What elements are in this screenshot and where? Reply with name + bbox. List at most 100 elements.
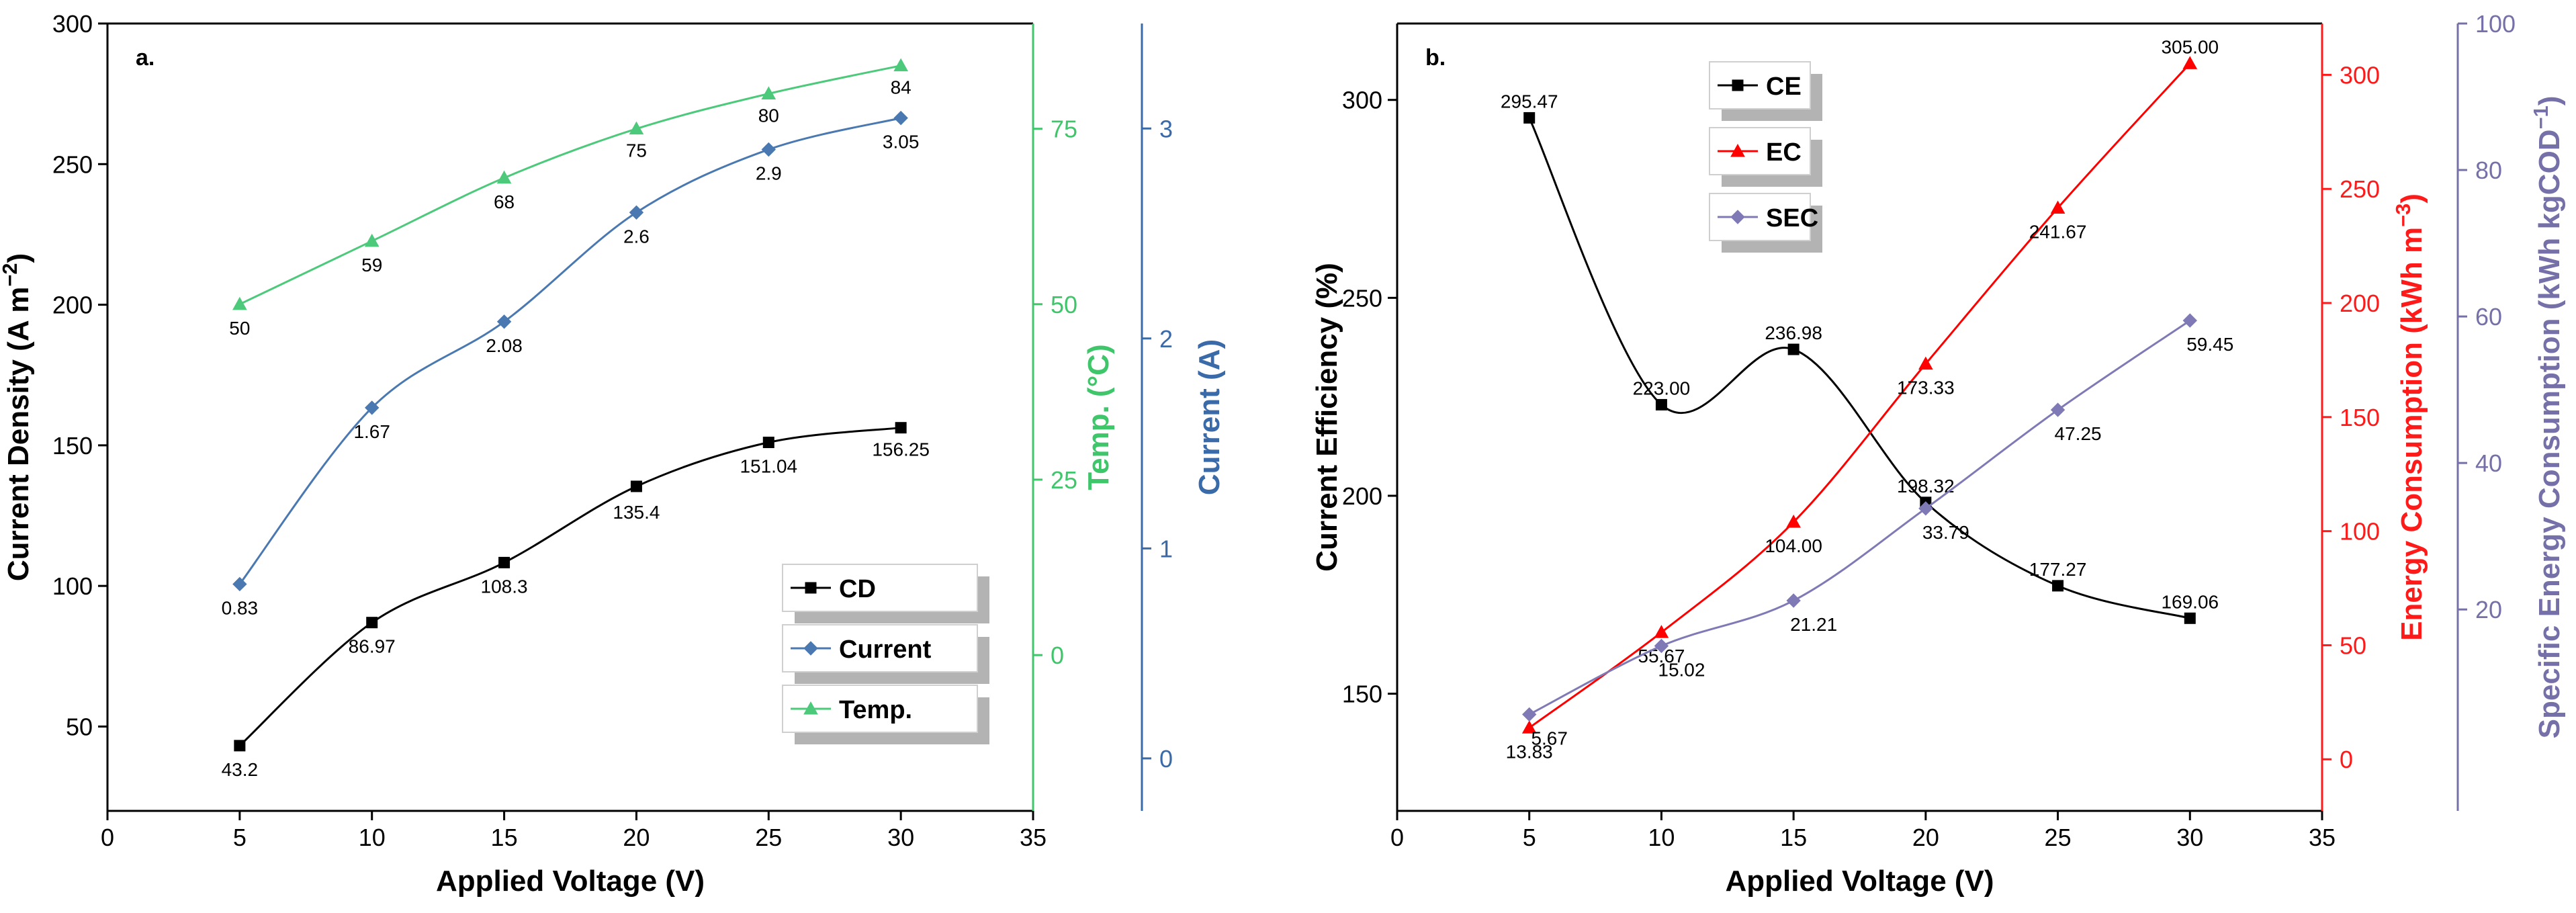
y-left-tick-label: 300 [52, 10, 93, 38]
data-point [1522, 707, 1537, 722]
data-point [630, 480, 642, 492]
right2-axis-title: Specific Energy Consumption (kWh kgCOD−1… [2529, 96, 2567, 739]
right2-tick-label: 20 [2475, 596, 2502, 623]
data-label: 75 [626, 140, 647, 161]
x-tick-label: 10 [1648, 824, 1675, 851]
legend-marker [803, 641, 818, 656]
data-point [232, 296, 247, 310]
data-label: 80 [758, 105, 779, 126]
y-left-tick-label: 250 [1342, 284, 1382, 312]
right1-axis-title: Temp. (°C) [1082, 344, 1115, 490]
data-label: 169.06 [2161, 591, 2219, 612]
series-line [239, 64, 901, 306]
right2-tick-label: 100 [2475, 10, 2516, 38]
x-tick-label: 25 [755, 824, 782, 851]
right2-tick-label: 0 [1159, 745, 1173, 773]
panel-label: a. [136, 45, 154, 71]
data-point [893, 58, 908, 72]
right1-tick-label: 75 [1051, 116, 1077, 143]
x-axis-title: Applied Voltage (V) [436, 865, 705, 898]
data-label: 156.25 [872, 439, 930, 460]
data-label: 108.3 [481, 576, 528, 597]
data-label: 3.05 [883, 132, 920, 153]
data-point [1523, 112, 1536, 124]
y-left-tick-label: 150 [1342, 681, 1382, 708]
right1-tick-label: 0 [1051, 642, 1064, 669]
data-label: 2.9 [756, 163, 782, 184]
legend-marker [1732, 79, 1744, 91]
data-label: 236.98 [1765, 322, 1822, 343]
data-point [1787, 343, 1800, 355]
data-point [365, 400, 380, 415]
data-point [895, 422, 907, 434]
data-label: 2.6 [623, 226, 650, 247]
data-point [496, 170, 512, 184]
data-label: 305.00 [2161, 36, 2219, 57]
data-label: 15.02 [1658, 659, 1705, 680]
data-label: 13.83 [1506, 741, 1553, 762]
x-tick-label: 30 [887, 824, 914, 851]
data-point [1918, 356, 1933, 370]
data-label: 223.00 [1633, 378, 1691, 398]
data-point [1786, 515, 1801, 528]
x-tick-label: 0 [101, 824, 114, 851]
data-label: 86.97 [349, 636, 396, 657]
data-point [1521, 720, 1537, 734]
right1-tick-label: 150 [2340, 404, 2380, 431]
data-label: 47.25 [2055, 423, 2102, 444]
legend-marker [1730, 143, 1745, 157]
data-point [498, 556, 510, 568]
data-label: 21.21 [1790, 614, 1837, 635]
y-left-axis-title: Current Density (A m−2) [0, 253, 35, 581]
data-label: 33.79 [1922, 522, 1969, 543]
data-point [762, 437, 774, 449]
legend-label: CD [839, 575, 876, 603]
series-line [1529, 319, 2191, 715]
data-label: 59.45 [2186, 334, 2233, 355]
data-label: 135.4 [613, 502, 660, 523]
right2-tick-label: 60 [2475, 303, 2502, 331]
legend-label: Temp. [839, 696, 912, 724]
x-tick-label: 25 [2045, 824, 2072, 851]
series-line [238, 427, 901, 746]
series-line [238, 117, 901, 585]
series-line [1528, 117, 2190, 619]
series-current: 0.83 1.67 2.08 2.6 2.9 3.05 [222, 110, 920, 618]
data-point [366, 617, 378, 629]
data-point [364, 233, 380, 247]
y-left-tick-label: 50 [66, 713, 93, 740]
data-point [761, 86, 776, 99]
x-tick-label: 20 [623, 824, 650, 851]
x-tick-label: 15 [491, 824, 518, 851]
data-label: 151.04 [740, 456, 797, 477]
series-temp: 50 59 68 75 80 84 [229, 58, 912, 339]
y-left-tick-label: 300 [1342, 87, 1382, 114]
data-point [2182, 313, 2197, 328]
right1-tick-label: 50 [1051, 291, 1077, 318]
legend-label: CE [1766, 73, 1802, 101]
data-label: 177.27 [2029, 559, 2087, 580]
right1-tick-label: 25 [1051, 466, 1077, 494]
y-left-tick-label: 200 [52, 292, 93, 319]
x-tick-label: 5 [233, 824, 247, 851]
legend-label: SEC [1766, 204, 1818, 232]
data-label: 59 [361, 255, 382, 275]
data-point [629, 205, 644, 220]
data-point [234, 740, 246, 752]
data-point [629, 121, 644, 135]
data-label: 68 [494, 191, 515, 212]
data-label: 0.83 [222, 597, 259, 618]
data-point [893, 110, 908, 126]
right1-tick-label: 100 [2340, 518, 2380, 546]
right1-tick-label: 200 [2340, 290, 2380, 317]
x-tick-label: 35 [2309, 824, 2336, 851]
data-label: 1.67 [353, 421, 390, 442]
right2-tick-label: 3 [1159, 115, 1173, 142]
data-point [1654, 625, 1669, 638]
data-point [2050, 200, 2066, 214]
x-tick-label: 30 [2176, 824, 2203, 851]
data-point [232, 576, 247, 592]
